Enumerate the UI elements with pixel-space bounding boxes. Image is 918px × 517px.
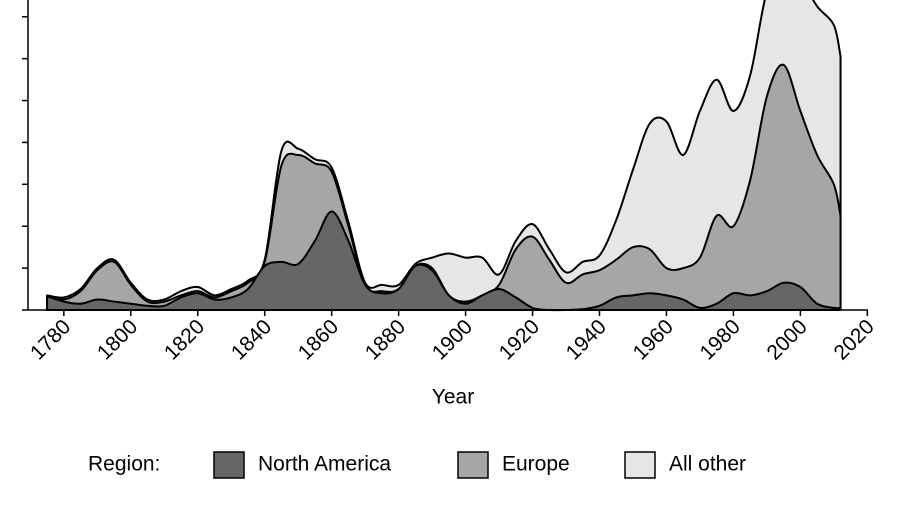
- x-tick-label: 1980: [696, 315, 745, 364]
- legend-swatch: [213, 451, 245, 479]
- x-tick-label: 2000: [763, 315, 812, 364]
- legend-title: Region:: [88, 453, 160, 476]
- x-tick-label: 1900: [428, 315, 477, 364]
- x-tick-label: 1940: [562, 315, 611, 364]
- legend-swatch: [457, 451, 489, 479]
- legend-label: Europe: [502, 453, 570, 476]
- legend-label: North America: [258, 453, 391, 476]
- x-tick-label: 1780: [26, 315, 75, 364]
- x-axis-label: Year: [432, 386, 474, 409]
- x-tick-label: 1860: [294, 315, 343, 364]
- x-tick-label: 1840: [227, 315, 276, 364]
- area: [46, 210, 842, 312]
- x-tick-label: 1880: [361, 315, 410, 364]
- x-tick-label: 1960: [629, 315, 678, 364]
- x-tick-label: 1820: [160, 315, 209, 364]
- x-tick-label: 1920: [495, 315, 544, 364]
- x-tick-label: 2020: [829, 315, 878, 364]
- area: [46, 0, 842, 311]
- x-tick-label: 1800: [93, 315, 142, 364]
- legend-swatch: [624, 451, 656, 479]
- legend-label: All other: [669, 453, 746, 476]
